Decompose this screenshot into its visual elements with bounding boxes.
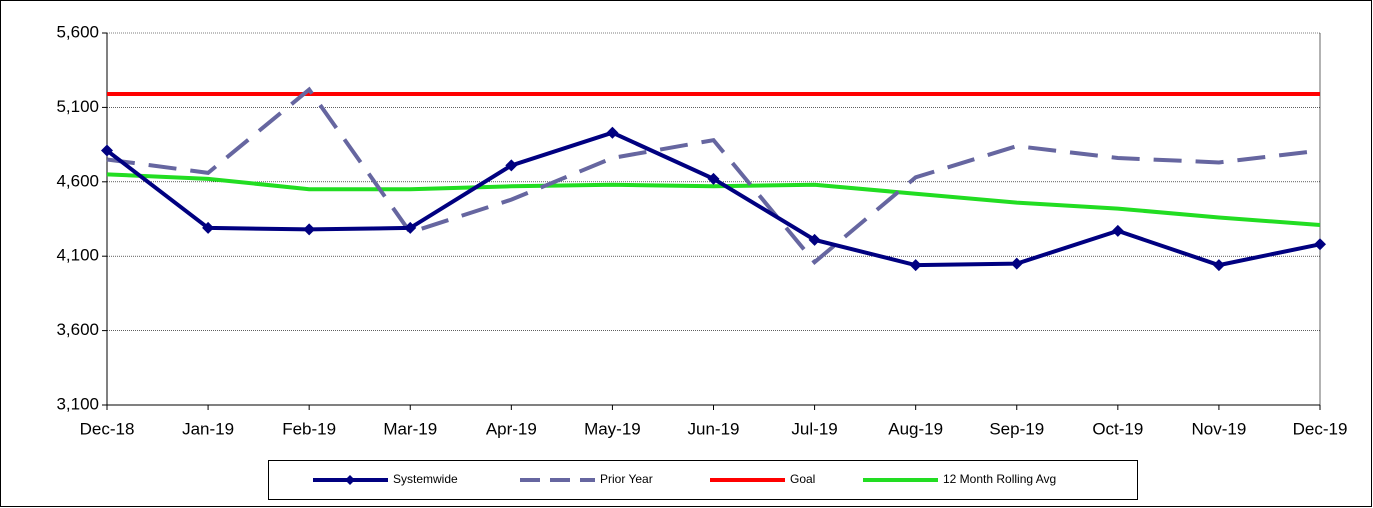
x-tick-label: Oct-19: [1092, 419, 1143, 438]
x-tick-label: Jul-19: [791, 419, 837, 438]
y-tick-label: 3,600: [56, 320, 99, 339]
marker: [505, 159, 518, 172]
marker: [202, 221, 215, 234]
legend-label: Systemwide: [393, 472, 458, 486]
marker: [1314, 238, 1326, 251]
x-tick-label: Sep-19: [989, 419, 1044, 438]
y-tick-label: 5,100: [56, 97, 99, 116]
marker: [303, 223, 316, 236]
marker: [606, 126, 619, 139]
legend-label: Prior Year: [600, 472, 653, 486]
x-tick-label: Jan-19: [182, 419, 234, 438]
x-tick-label: Mar-19: [383, 419, 437, 438]
x-tick-label: Dec-18: [80, 419, 135, 438]
y-tick-label: 4,100: [56, 246, 99, 265]
y-tick-label: 4,600: [56, 171, 99, 190]
x-tick-label: May-19: [584, 419, 641, 438]
legend-label: Goal: [790, 472, 815, 486]
x-tick-label: Apr-19: [486, 419, 537, 438]
x-tick-label: Nov-19: [1192, 419, 1247, 438]
y-tick-label: 3,100: [56, 394, 99, 413]
x-tick-label: Aug-19: [888, 419, 943, 438]
marker: [1010, 257, 1023, 270]
series-line: [106, 172, 1321, 227]
marker: [101, 144, 113, 157]
legend-box: [268, 460, 1138, 500]
x-tick-label: Dec-19: [1293, 419, 1348, 438]
legend-label: 12 Month Rolling Avg: [943, 472, 1056, 486]
marker: [707, 172, 720, 185]
y-tick-label: 5,600: [56, 22, 99, 41]
marker: [404, 221, 417, 234]
x-tick-label: Jun-19: [688, 419, 740, 438]
marker: [909, 259, 922, 272]
legend-marker: [345, 475, 355, 485]
marker: [1212, 259, 1225, 272]
marker: [1111, 224, 1124, 237]
series-line: [106, 86, 1321, 265]
marker: [808, 233, 821, 246]
x-tick-label: Feb-19: [282, 419, 336, 438]
